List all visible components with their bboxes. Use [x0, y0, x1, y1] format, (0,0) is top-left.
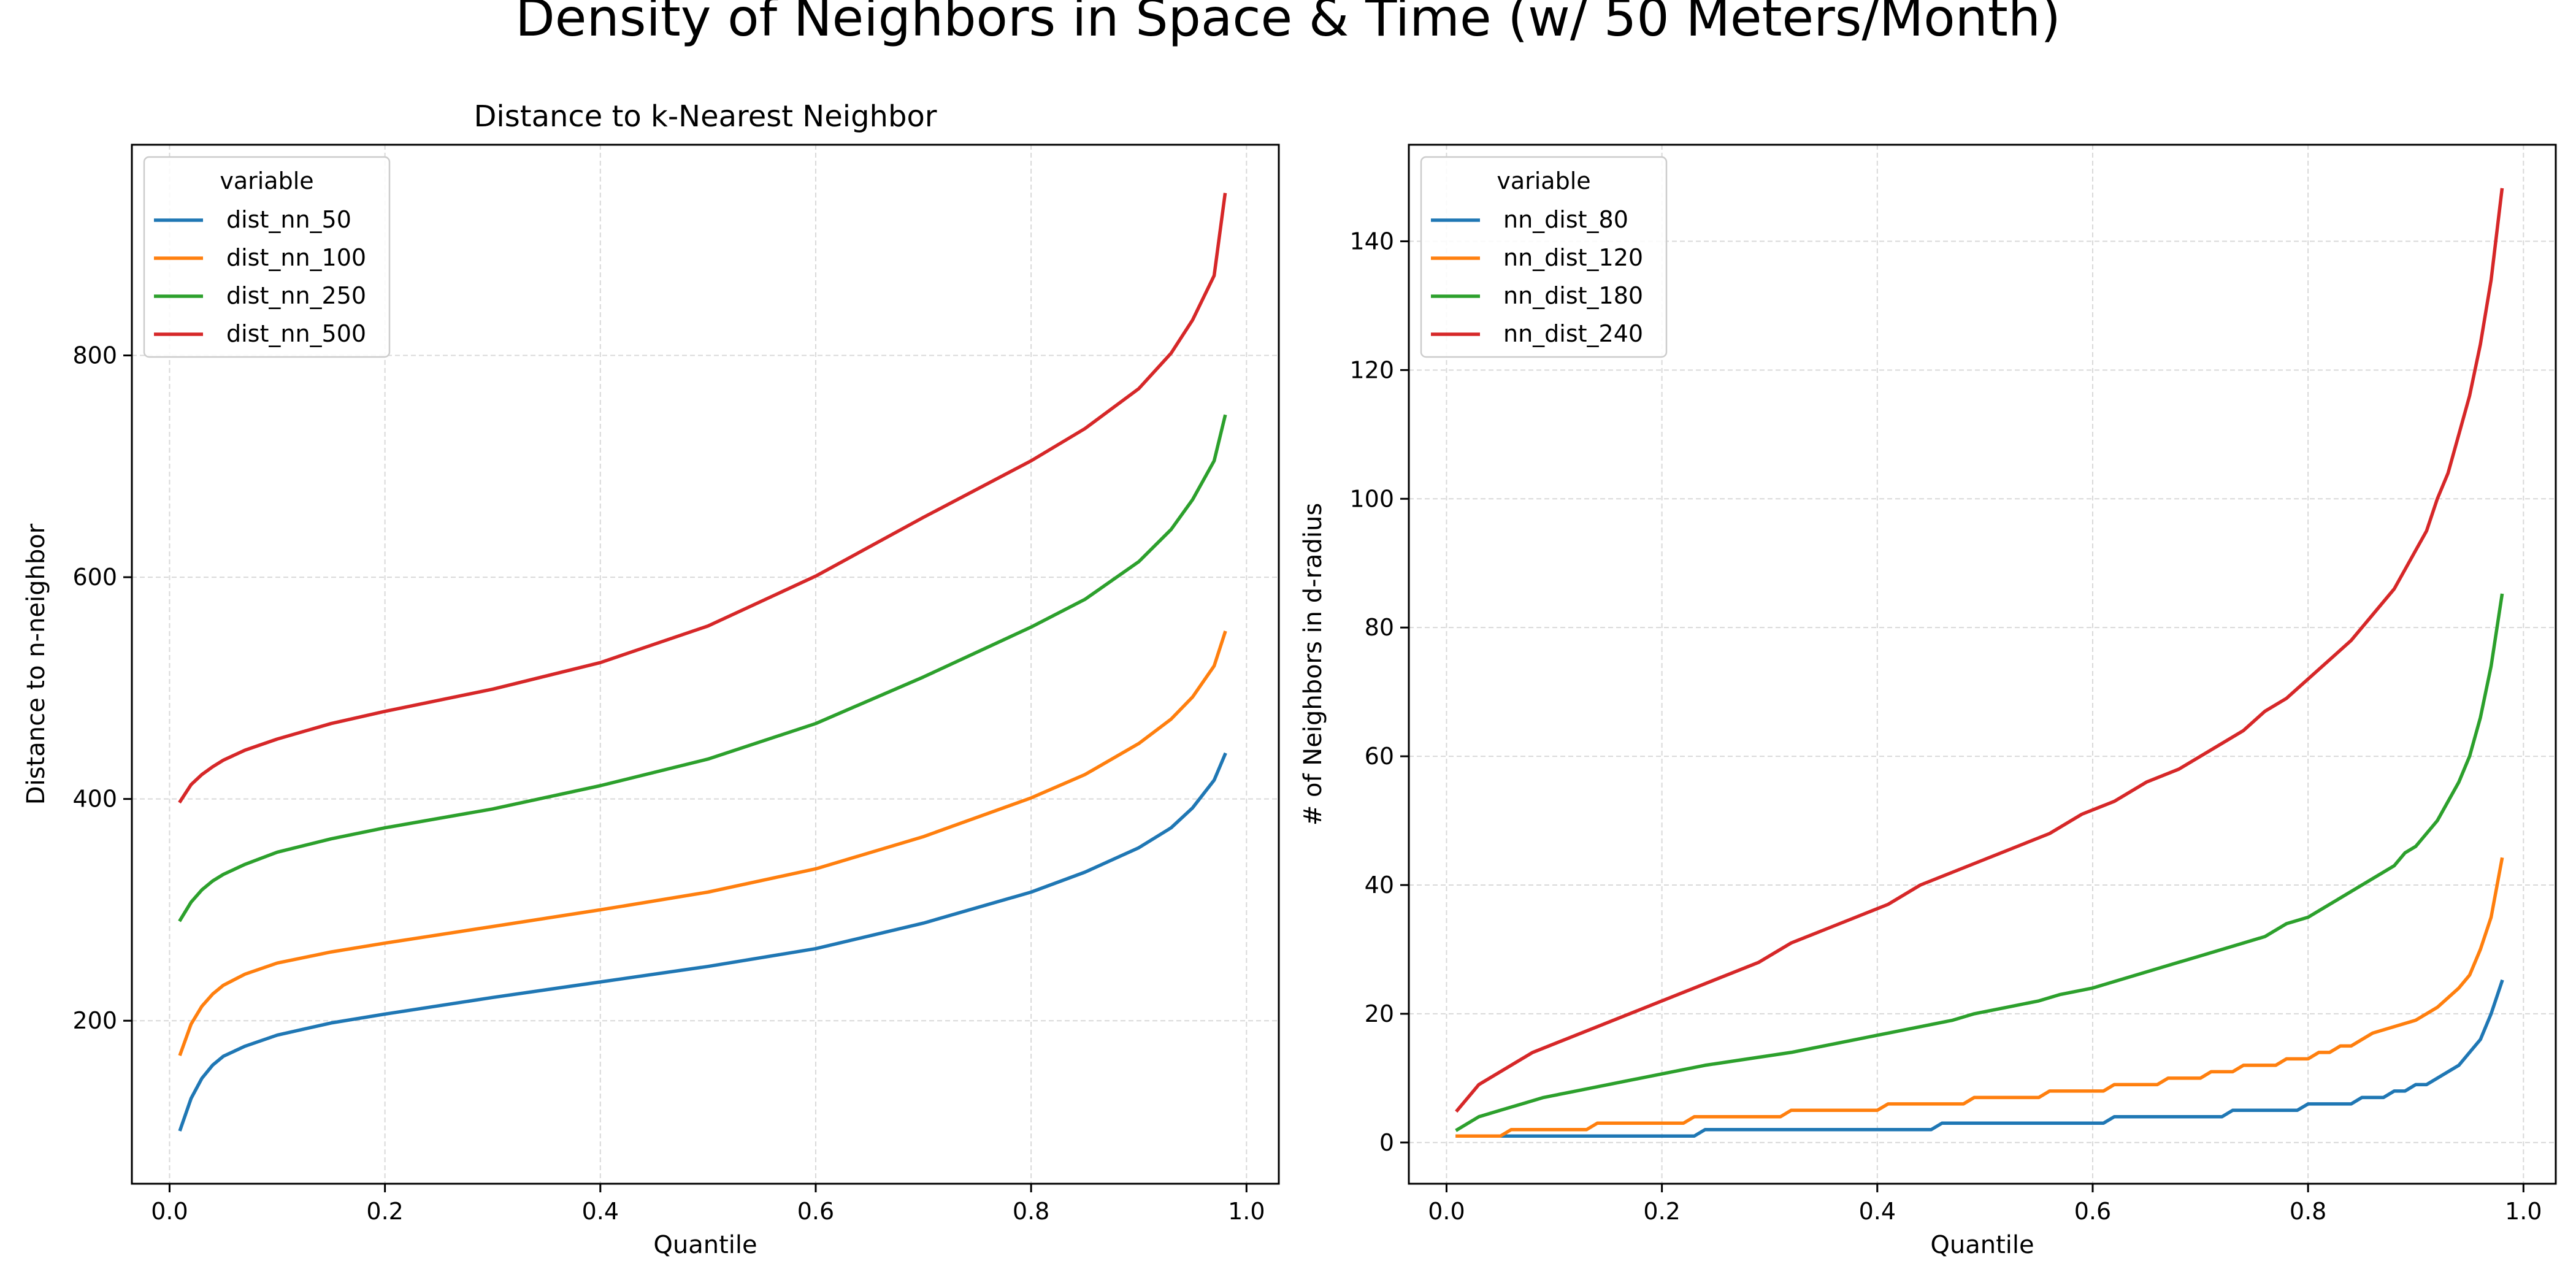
panel-right-neighbors-chart: 0.0 0.2 0.4 0.6 0.8 1.0 0 20 40 60 80 100 120 140 Quan…: [1299, 144, 2557, 1259]
y-tick-label: 200: [72, 1007, 117, 1034]
series-line-nn_dist_180: [1455, 593, 2504, 1132]
y-tick-label: 600: [72, 564, 117, 591]
y-tick-label: 0: [1379, 1129, 1394, 1156]
legend-box: [143, 156, 391, 358]
series-line-dist_nn_500: [178, 193, 1227, 804]
x-tick-label: 1.0: [1228, 1198, 1265, 1225]
y-tick-label: 120: [1349, 356, 1394, 383]
axes-frame: [131, 144, 1280, 1185]
axes-frame: [1408, 144, 2557, 1185]
x-tick-label: 0.6: [797, 1198, 834, 1225]
y-tick-label: 80: [1365, 614, 1394, 641]
legend: variable nn_dist_80 nn_dist_120 nn_dist_180…: [1420, 156, 1668, 358]
x-tick-label: 0.0: [151, 1198, 188, 1225]
x-tick-label: 0.8: [1013, 1198, 1049, 1225]
grid: [1409, 145, 2556, 1184]
legend-entry: nn_dist_120: [1503, 244, 1643, 271]
x-tick-label: 0.4: [1859, 1198, 1896, 1225]
series-line-dist_nn_250: [178, 414, 1227, 922]
y-tick-label: 60: [1365, 743, 1394, 770]
y-tick-label: 40: [1365, 872, 1394, 899]
y-tick-label: 400: [72, 786, 117, 813]
legend-entry: dist_nn_50: [226, 206, 351, 233]
grid: [132, 145, 1279, 1184]
legend-entry: dist_nn_500: [226, 320, 366, 347]
x-tick-label: 0.8: [2290, 1198, 2326, 1225]
series-line-nn_dist_80: [1455, 979, 2504, 1138]
x-tick-label: 0.6: [2074, 1198, 2111, 1225]
y-axis-label: Distance to n-neighbor: [22, 523, 50, 805]
series-line-nn_dist_240: [1455, 188, 2504, 1113]
x-tick-label: 1.0: [2505, 1198, 2542, 1225]
legend: variable dist_nn_50 dist_nn_100 dist_nn_250…: [143, 156, 391, 358]
y-axis-label: # of Neighbors in d-radius: [1299, 503, 1327, 826]
y-tick-label: 100: [1349, 485, 1394, 512]
legend-entry: nn_dist_180: [1503, 282, 1643, 309]
x-axis-label: Quantile: [653, 1231, 757, 1259]
legend-entry: dist_nn_100: [226, 244, 366, 271]
series-line-nn_dist_120: [1455, 857, 2504, 1138]
legend-entry: nn_dist_240: [1503, 320, 1643, 347]
y-tick-label: 140: [1349, 228, 1394, 255]
legend-title: variable: [1497, 167, 1590, 194]
y-tick-label: 20: [1365, 1000, 1394, 1027]
legend-title: variable: [220, 167, 313, 194]
legend-box: [1420, 156, 1668, 358]
x-tick-label: 0.0: [1428, 1198, 1465, 1225]
legend-entry: nn_dist_80: [1503, 206, 1628, 233]
x-tick-label: 0.2: [1643, 1198, 1680, 1225]
y-tick-label: 800: [72, 342, 117, 369]
figure-title: Density of Neighbors in Space & Time (w/…: [515, 0, 2061, 48]
series-line-dist_nn_100: [178, 631, 1227, 1057]
panel-title: Distance to k-Nearest Neighbor: [473, 99, 937, 134]
x-axis-label: Quantile: [1930, 1231, 2034, 1259]
legend-entry: dist_nn_250: [226, 282, 366, 309]
panel-left-distance-chart: 0.0 0.2 0.4 0.6 0.8 1.0 200 400 600 800 Quantile Di…: [22, 99, 1280, 1259]
x-tick-label: 0.4: [582, 1198, 619, 1225]
x-tick-label: 0.2: [366, 1198, 403, 1225]
series-line-dist_nn_50: [178, 752, 1227, 1132]
